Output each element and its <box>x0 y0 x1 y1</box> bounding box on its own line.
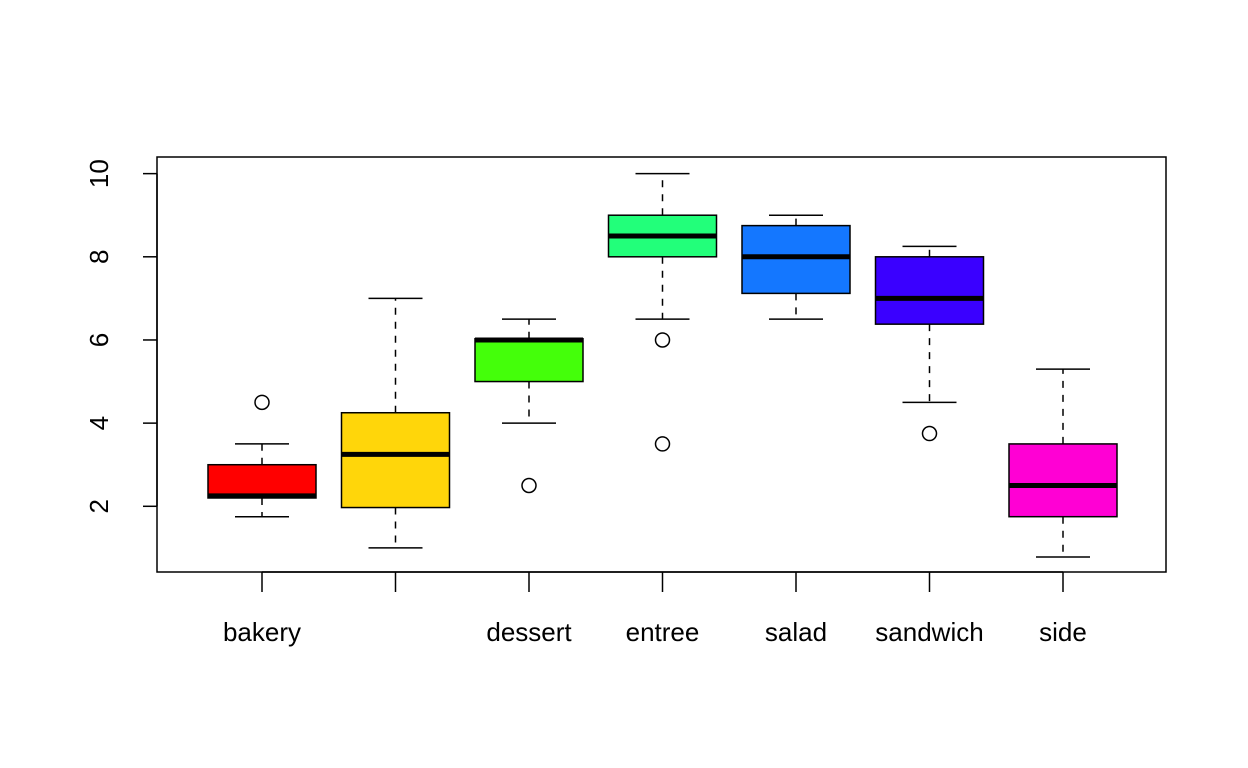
box-side <box>1008 368 1118 558</box>
x-axis: bakery dessert entree salad sandwich side <box>223 571 1087 647</box>
x-tick-label: sandwich <box>875 617 983 647</box>
y-axis: 2 4 6 8 10 <box>84 159 158 514</box>
iqr-box <box>874 256 985 325</box>
iqr-box <box>474 337 584 383</box>
iqr-box <box>340 411 451 509</box>
box-unlabeled <box>340 297 451 549</box>
x-tick-label: side <box>1039 617 1087 647</box>
iqr-box <box>1008 443 1118 518</box>
iqr-box <box>741 224 851 295</box>
outlier-point <box>254 394 270 411</box>
y-tick-label: 10 <box>84 159 114 188</box>
box-sandwich <box>874 245 985 442</box>
outlier-point <box>521 477 537 494</box>
outlier-point <box>921 425 938 442</box>
y-tick-label: 8 <box>84 250 114 264</box>
x-tick-label: salad <box>765 617 827 647</box>
box-dessert <box>474 318 584 494</box>
boxes <box>207 172 1118 558</box>
x-tick-label: dessert <box>486 617 572 647</box>
outlier-point <box>654 332 671 348</box>
iqr-box <box>207 463 317 499</box>
box-bakery <box>207 394 317 518</box>
y-tick-label: 4 <box>84 416 114 430</box>
x-tick-label: bakery <box>223 617 301 647</box>
y-tick-label: 2 <box>84 499 114 513</box>
box-entree <box>607 172 718 452</box>
box-salad <box>741 214 851 320</box>
y-tick-label: 6 <box>84 333 114 347</box>
x-tick-label: entree <box>626 617 700 647</box>
outlier-point <box>654 436 671 452</box>
